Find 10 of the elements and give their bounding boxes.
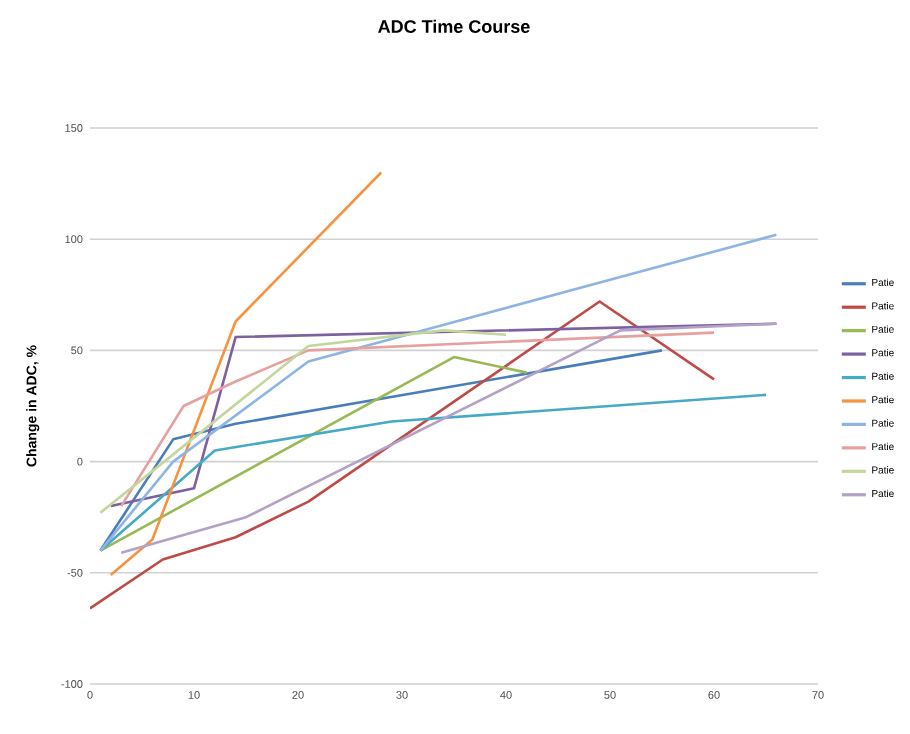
line-series	[99, 329, 508, 515]
line-series	[119, 331, 716, 508]
line-series	[99, 349, 664, 552]
line-series	[99, 393, 768, 552]
chart-title: ADC Time Course	[378, 19, 530, 33]
line-series	[99, 233, 778, 552]
line-series	[109, 322, 778, 508]
line-series	[119, 322, 778, 555]
line-series	[109, 171, 383, 577]
line-series	[90, 300, 716, 610]
